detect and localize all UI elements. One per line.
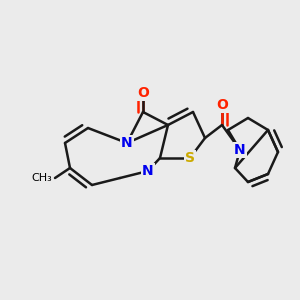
Text: N: N <box>142 164 154 178</box>
Text: CH₃: CH₃ <box>31 173 52 183</box>
Text: N: N <box>121 136 133 150</box>
Text: O: O <box>216 98 228 112</box>
Text: O: O <box>137 86 149 100</box>
Text: N: N <box>234 143 246 157</box>
Text: S: S <box>185 151 195 165</box>
